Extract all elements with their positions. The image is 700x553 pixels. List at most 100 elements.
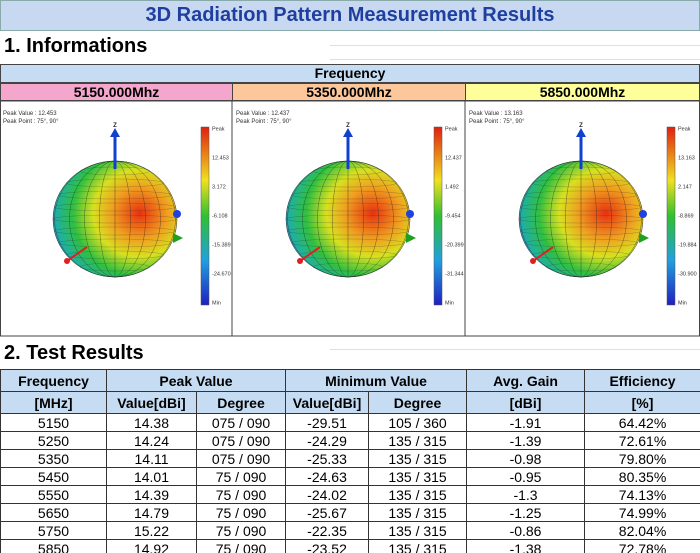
table-cell: Avg. Gain: [466, 369, 586, 392]
z-arrow: [110, 128, 120, 137]
table-row: 5550 14.39 75 / 090 -24.02 135 / 315 -1.3 74.1…: [0, 485, 700, 504]
table-cell: 5850: [0, 539, 107, 553]
scale-label: 12.453: [212, 155, 229, 161]
axis-dot: [406, 210, 414, 218]
table-cell: 15.22: [106, 521, 197, 540]
scale-label: -8.869: [678, 213, 694, 219]
table-row: 5150 14.38 075 / 090 -29.51 105 / 360 -1.91 64…: [0, 413, 700, 432]
table-cell: 14.24: [106, 431, 197, 450]
x-dot: [297, 258, 303, 264]
table-cell: Value[dBi]: [285, 391, 370, 414]
x-axis: [299, 246, 321, 262]
table-cell: 5550: [0, 485, 107, 504]
table-cell: 135 / 315: [368, 521, 468, 540]
scale-label: -15.389: [212, 242, 231, 248]
mesh-line: [54, 226, 176, 236]
table-cell: 5450: [0, 467, 107, 486]
scale-label: Min: [678, 300, 687, 306]
mesh-line: [58, 238, 172, 248]
table-cell: 5350: [0, 449, 107, 468]
table-cell: 72.78%: [584, 539, 700, 553]
peak-point: Peak Point : 75°, 90°: [236, 119, 292, 125]
scale-label: -19.884: [678, 242, 697, 248]
mesh-line: [66, 178, 164, 188]
table-row: 5450 14.01 75 / 090 -24.63 135 / 315 -0.95 80.…: [0, 467, 700, 486]
frequency-header: Frequency: [0, 64, 700, 83]
table-cell: -23.52: [285, 539, 370, 553]
table-cell: 135 / 315: [368, 539, 468, 553]
mesh-line: [532, 178, 630, 188]
sheet-grid: [330, 45, 700, 46]
table-row: 5750 15.22 75 / 090 -22.35 135 / 315 -0.86 82.…: [0, 521, 700, 540]
table-row: 5350 14.11 075 / 090 -25.33 135 / 315 -0.98 79…: [0, 449, 700, 468]
table-cell: Peak Value: [105, 369, 287, 392]
x-axis: [66, 246, 88, 262]
table-cell: 5750: [0, 521, 107, 540]
scale-label: Min: [212, 300, 221, 306]
mesh-line: [532, 250, 630, 260]
table-row: 5650 14.79 75 / 090 -25.67 135 / 315 -1.25 74.…: [0, 503, 700, 522]
table-cell: 74.99%: [584, 503, 700, 522]
frequency-cell: 5850.000Mhz: [465, 83, 700, 101]
table-cell: 80.35%: [584, 467, 700, 486]
scale-label: 13.163: [678, 155, 695, 161]
mesh-line: [66, 250, 164, 260]
mesh-line: [287, 202, 409, 212]
table-cell: 74.13%: [584, 485, 700, 504]
table-cell: -1.3: [466, 485, 586, 504]
mesh-line: [52, 214, 178, 224]
table-cell: Efficiency: [584, 369, 700, 392]
table-cell: Degree: [368, 391, 468, 414]
table-cell: -0.98: [466, 449, 586, 468]
axis-arrow: [639, 233, 649, 243]
table-cell: -0.95: [466, 467, 586, 486]
mesh-line: [545, 262, 617, 272]
mesh-line: [520, 202, 642, 212]
mesh-line: [524, 238, 638, 248]
table-cell: -24.29: [285, 431, 370, 450]
table-cell: -0.86: [466, 521, 586, 540]
table-cell: 14.11: [106, 449, 197, 468]
peak-value: Peak Value : 13.163: [469, 111, 523, 117]
scale-label: 3.172: [212, 184, 226, 190]
table-cell: 14.39: [106, 485, 197, 504]
table-row: [MHz] Value[dBi] Degree Value[dBi] Degree [dB…: [0, 391, 700, 414]
color-scale: [433, 126, 443, 306]
sheet-grid: [330, 59, 700, 60]
x-dot: [530, 258, 536, 264]
table-cell: 64.42%: [584, 413, 700, 432]
scale-label: 12.437: [445, 155, 462, 161]
table-cell: -24.63: [285, 467, 370, 486]
table-cell: 75 / 090: [195, 503, 287, 522]
table-cell: 14.01: [106, 467, 197, 486]
pattern-panel: Peak Value : 12.453 Peak Point : 75°, 90°…: [3, 111, 231, 306]
mesh-line: [299, 178, 397, 188]
table-cell: 75 / 090: [195, 467, 287, 486]
scale-label: Peak: [212, 126, 225, 132]
scale-label: 2.147: [678, 184, 692, 190]
table-cell: 14.92: [106, 539, 197, 553]
peak-point: Peak Point : 75°, 90°: [469, 119, 525, 125]
table-row: 5250 14.24 075 / 090 -24.29 135 / 315 -1.39 72…: [0, 431, 700, 450]
mesh-line: [285, 214, 411, 224]
scale-label: Peak: [678, 126, 691, 132]
peak-value: Peak Value : 12.453: [3, 111, 57, 117]
scale-label: Min: [445, 300, 454, 306]
frequency-cell: 5350.000Mhz: [232, 83, 466, 101]
table-cell: 5250: [0, 431, 107, 450]
table-cell: Minimum Value: [285, 369, 468, 392]
mesh-line: [287, 226, 409, 236]
table-cell: 82.04%: [584, 521, 700, 540]
results-table: Frequency Peak Value Minimum Value Avg. Gai…: [0, 369, 700, 553]
table-cell: 105 / 360: [368, 413, 468, 432]
table-cell: 135 / 315: [368, 503, 468, 522]
pattern-panel: Peak Value : 12.437 Peak Point : 75°, 90°…: [236, 111, 464, 306]
mesh-line: [299, 250, 397, 260]
axis-arrow: [406, 233, 416, 243]
axis-label: z: [113, 120, 117, 129]
table-cell: 135 / 315: [368, 431, 468, 450]
x-dot: [64, 258, 70, 264]
section-title: 1. Informations: [4, 35, 148, 57]
sheet-grid: [330, 349, 700, 350]
